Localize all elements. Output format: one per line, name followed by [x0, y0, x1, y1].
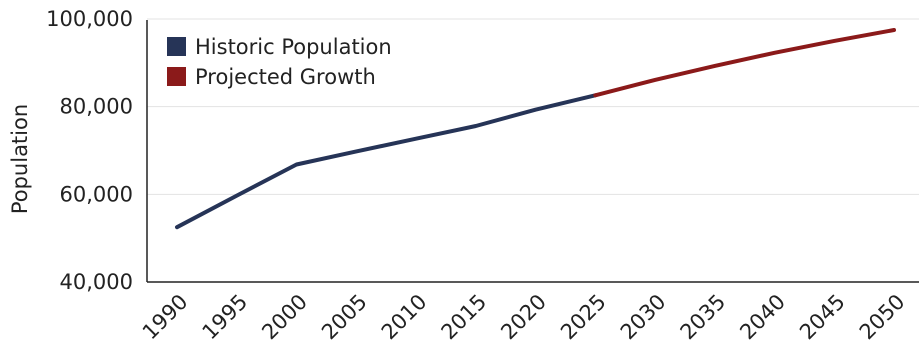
- y-tick-label: 80,000: [60, 95, 133, 119]
- x-tick-label: 1990: [138, 290, 193, 345]
- x-tick-label: 2015: [437, 290, 492, 345]
- legend-label: Projected Growth: [195, 65, 376, 89]
- x-tick-label: 2005: [317, 290, 372, 345]
- x-tick-label: 2030: [616, 290, 671, 345]
- x-tick-label: 2010: [377, 290, 432, 345]
- y-tick-label: 60,000: [60, 182, 133, 206]
- x-tick-label: 2000: [257, 290, 312, 345]
- legend-swatch: [167, 37, 186, 56]
- x-tick-label: 1995: [198, 290, 253, 345]
- legend: Historic Population Projected Growth: [167, 35, 392, 89]
- x-tick-label: 2050: [855, 290, 910, 345]
- series-line: [593, 28, 896, 98]
- y-tick-labels: 40,000 60,000 80,000 100,000: [46, 7, 133, 294]
- legend-label: Historic Population: [195, 35, 392, 59]
- grid-lines: [147, 18, 919, 195]
- series-line: [175, 93, 598, 230]
- x-tick-label: 2035: [676, 290, 731, 345]
- x-tick-label: 2025: [556, 290, 611, 345]
- y-tick-label: 40,000: [60, 270, 133, 294]
- x-tick-label: 2020: [496, 290, 551, 345]
- x-tick-label: 2040: [735, 290, 790, 345]
- x-tick-labels: 1990 1995 2000 2005 2010 2015 2020 2025 2030 2035…: [138, 290, 910, 345]
- x-tick-label: 2045: [795, 290, 850, 345]
- y-axis-label: Population: [8, 104, 32, 214]
- series-lines: [175, 28, 896, 230]
- y-tick-label: 100,000: [46, 7, 133, 31]
- legend-swatch: [167, 67, 186, 86]
